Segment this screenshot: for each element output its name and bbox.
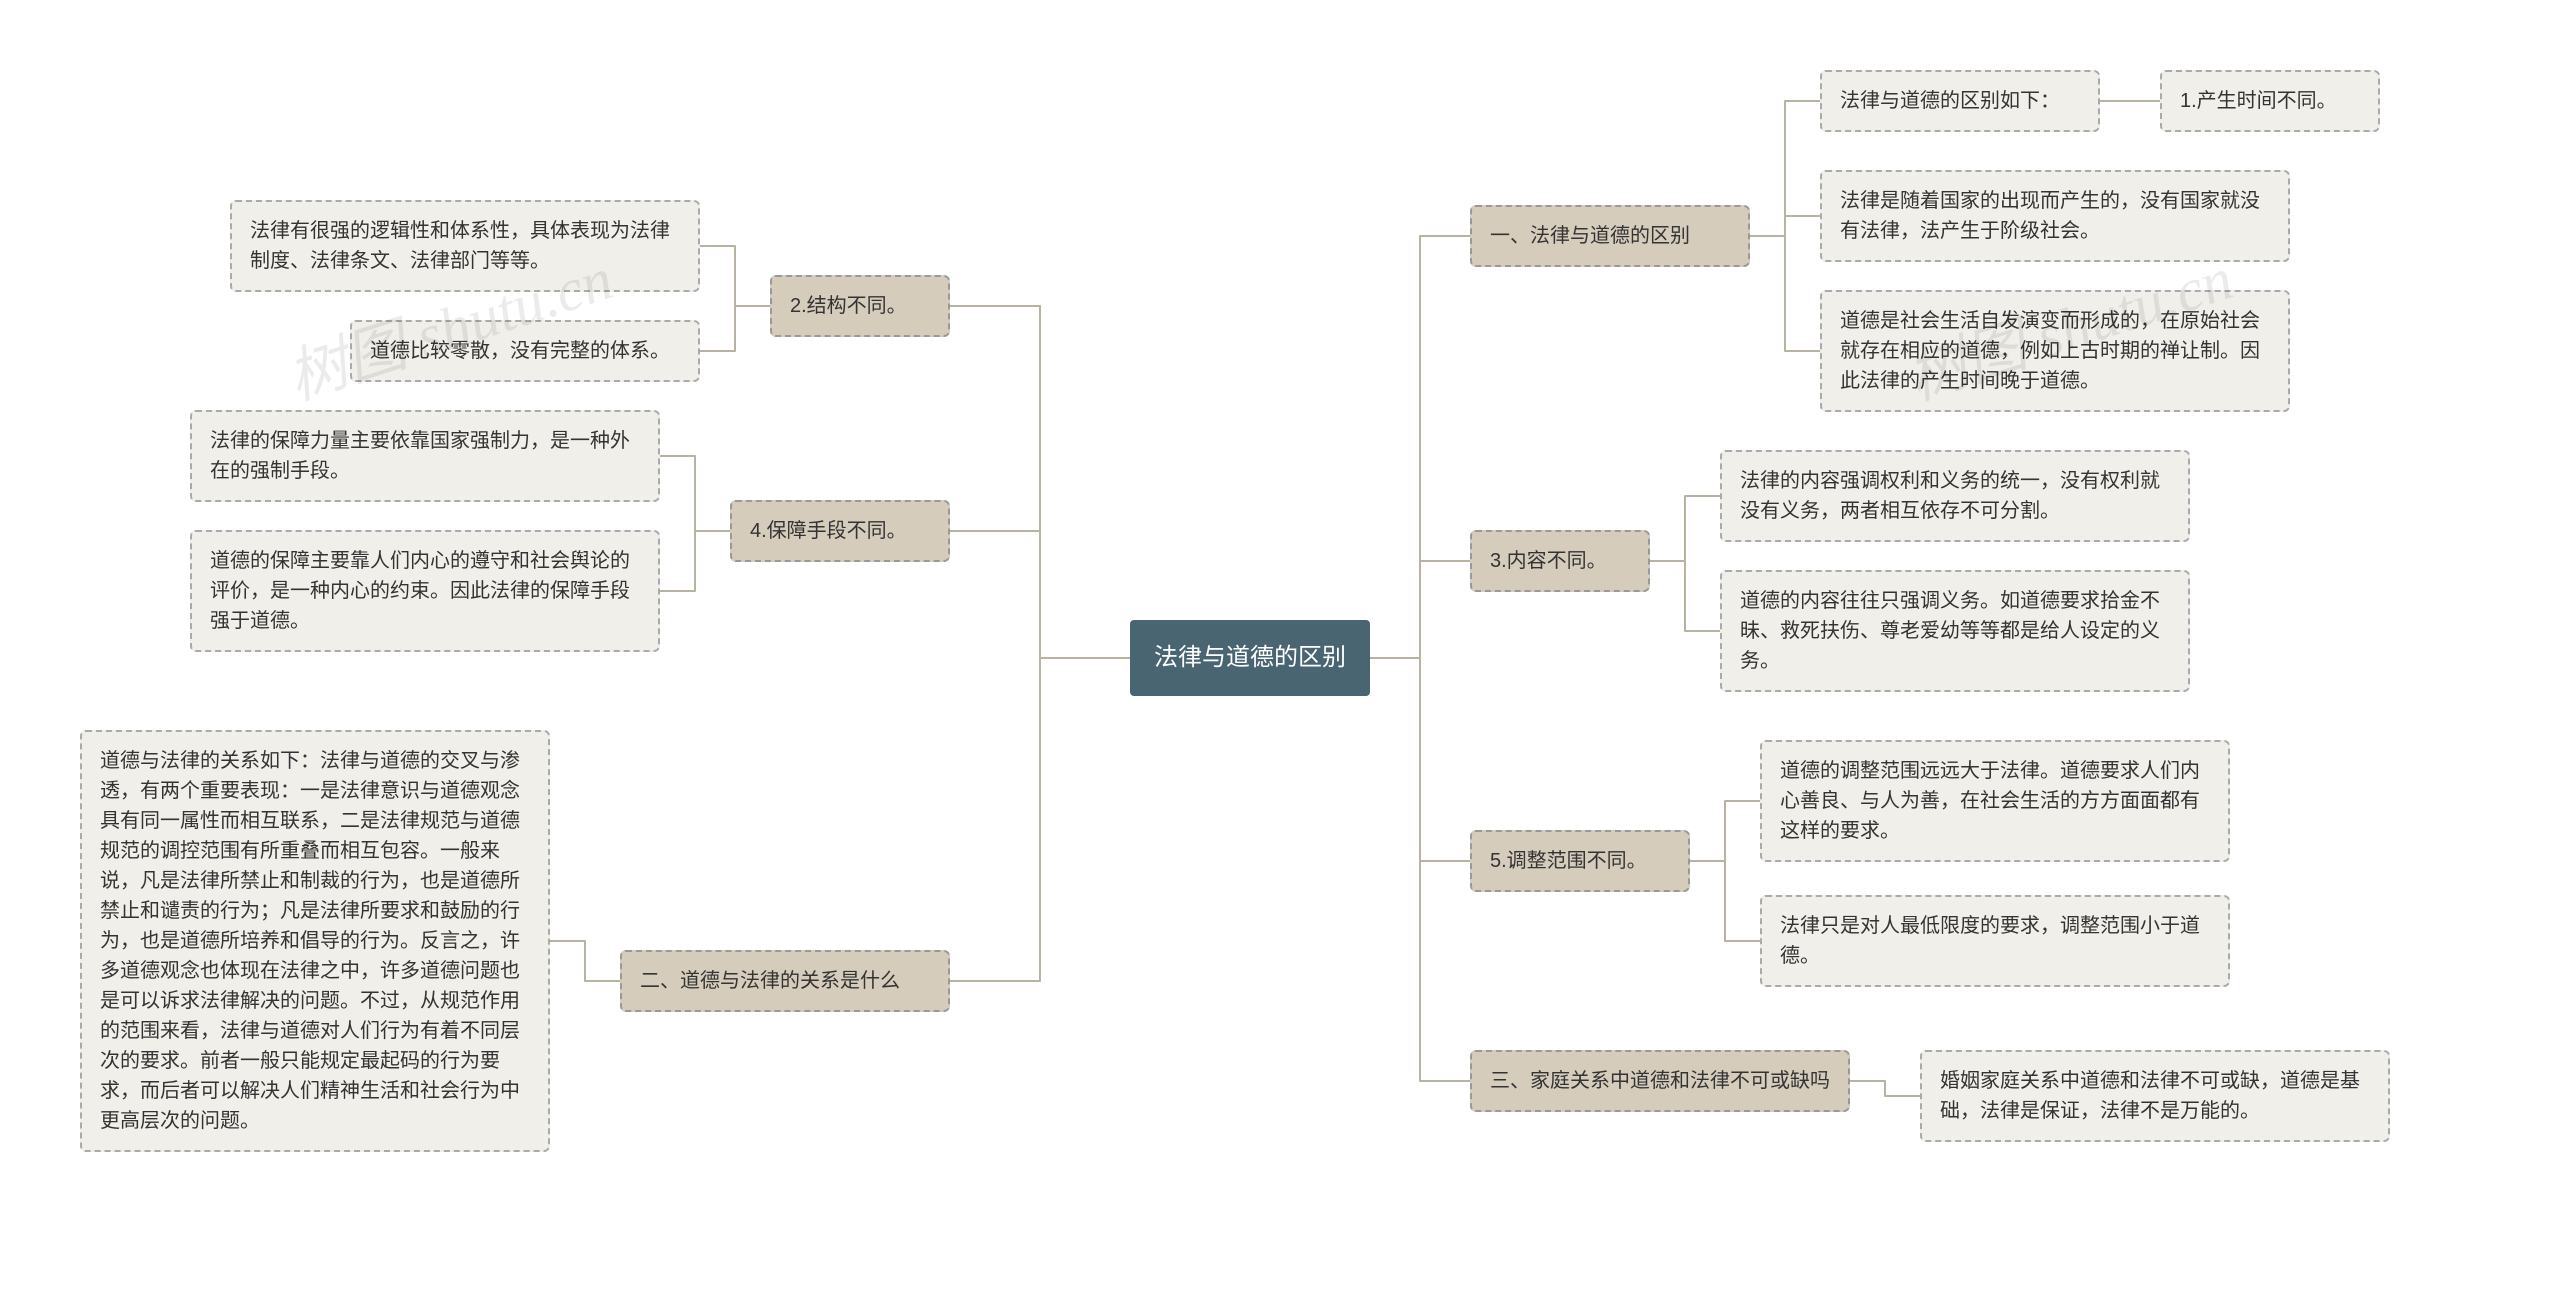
leaf-r3-0: 婚姻家庭关系中道德和法律不可或缺，道德是基础，法律是保证，法律不是万能的。 xyxy=(1920,1050,2390,1142)
leaf-r0-2: 道德是社会生活自发演变而形成的，在原始社会就存在相应的道德，例如上古时期的禅让制… xyxy=(1820,290,2290,412)
leaf-r2-0: 道德的调整范围远远大于法律。道德要求人们内心善良、与人为善，在社会生活的方方面面… xyxy=(1760,740,2230,862)
branch-l1: 4.保障手段不同。 xyxy=(730,500,950,562)
leaf-l1-1: 道德的保障主要靠人们内心的遵守和社会舆论的评价，是一种内心的约束。因此法律的保障… xyxy=(190,530,660,652)
leaf-r1-0: 法律的内容强调权利和义务的统一，没有权利就没有义务，两者相互依存不可分割。 xyxy=(1720,450,2190,542)
branch-r2: 5.调整范围不同。 xyxy=(1470,830,1690,892)
leaf-r0-0-label: 法律与道德的区别如下： xyxy=(1840,90,2060,112)
leaf-r0-0: 法律与道德的区别如下： xyxy=(1820,70,2100,132)
branch-r0-label: 一、法律与道德的区别 xyxy=(1490,225,1690,247)
leaf-r1-1: 道德的内容往往只强调义务。如道德要求拾金不昧、救死扶伤、尊老爱幼等等都是给人设定… xyxy=(1720,570,2190,692)
leaf-l0-1-label: 道德比较零散，没有完整的体系。 xyxy=(370,340,670,362)
leaf-l2-0: 道德与法律的关系如下：法律与道德的交叉与渗透，有两个重要表现：一是法律意识与道德… xyxy=(80,730,550,1152)
root-label: 法律与道德的区别 xyxy=(1154,644,1346,671)
leaf-r2-0-label: 道德的调整范围远远大于法律。道德要求人们内心善良、与人为善，在社会生活的方方面面… xyxy=(1780,760,2200,842)
branch-r1-label: 3.内容不同。 xyxy=(1490,550,1607,572)
leaf-r0-0-0: 1.产生时间不同。 xyxy=(2160,70,2380,132)
leaf-l0-0-label: 法律有很强的逻辑性和体系性，具体表现为法律制度、法律条文、法律部门等等。 xyxy=(250,220,670,272)
leaf-r2-1-label: 法律只是对人最低限度的要求，调整范围小于道德。 xyxy=(1780,915,2200,967)
leaf-l0-0: 法律有很强的逻辑性和体系性，具体表现为法律制度、法律条文、法律部门等等。 xyxy=(230,200,700,292)
branch-r3-label: 三、家庭关系中道德和法律不可或缺吗 xyxy=(1490,1070,1830,1092)
root-node: 法律与道德的区别 xyxy=(1130,620,1370,696)
leaf-r0-2-label: 道德是社会生活自发演变而形成的，在原始社会就存在相应的道德，例如上古时期的禅让制… xyxy=(1840,310,2260,392)
branch-r1: 3.内容不同。 xyxy=(1470,530,1650,592)
leaf-l1-1-label: 道德的保障主要靠人们内心的遵守和社会舆论的评价，是一种内心的约束。因此法律的保障… xyxy=(210,550,630,632)
leaf-l2-0-label: 道德与法律的关系如下：法律与道德的交叉与渗透，有两个重要表现：一是法律意识与道德… xyxy=(100,750,520,1132)
leaf-l0-1: 道德比较零散，没有完整的体系。 xyxy=(350,320,700,382)
branch-r2-label: 5.调整范围不同。 xyxy=(1490,850,1647,872)
leaf-r3-0-label: 婚姻家庭关系中道德和法律不可或缺，道德是基础，法律是保证，法律不是万能的。 xyxy=(1940,1070,2360,1122)
branch-l0-label: 2.结构不同。 xyxy=(790,295,907,317)
leaf-l1-0: 法律的保障力量主要依靠国家强制力，是一种外在的强制手段。 xyxy=(190,410,660,502)
leaf-r0-0-0-label: 1.产生时间不同。 xyxy=(2180,90,2337,112)
leaf-r0-1: 法律是随着国家的出现而产生的，没有国家就没有法律，法产生于阶级社会。 xyxy=(1820,170,2290,262)
branch-l2-label: 二、道德与法律的关系是什么 xyxy=(640,970,900,992)
branch-l2: 二、道德与法律的关系是什么 xyxy=(620,950,950,1012)
leaf-r0-1-label: 法律是随着国家的出现而产生的，没有国家就没有法律，法产生于阶级社会。 xyxy=(1840,190,2260,242)
leaf-r2-1: 法律只是对人最低限度的要求，调整范围小于道德。 xyxy=(1760,895,2230,987)
branch-l1-label: 4.保障手段不同。 xyxy=(750,520,907,542)
leaf-r1-0-label: 法律的内容强调权利和义务的统一，没有权利就没有义务，两者相互依存不可分割。 xyxy=(1740,470,2160,522)
leaf-l1-0-label: 法律的保障力量主要依靠国家强制力，是一种外在的强制手段。 xyxy=(210,430,630,482)
branch-l0: 2.结构不同。 xyxy=(770,275,950,337)
branch-r3: 三、家庭关系中道德和法律不可或缺吗 xyxy=(1470,1050,1850,1112)
branch-r0: 一、法律与道德的区别 xyxy=(1470,205,1750,267)
leaf-r1-1-label: 道德的内容往往只强调义务。如道德要求拾金不昧、救死扶伤、尊老爱幼等等都是给人设定… xyxy=(1740,590,2160,672)
